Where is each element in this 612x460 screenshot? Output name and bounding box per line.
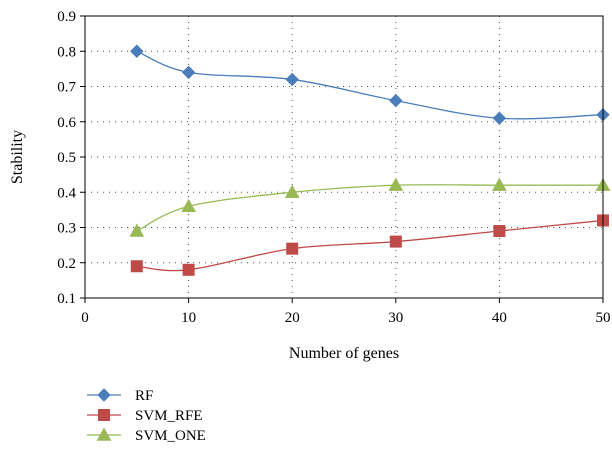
legend-marker-svm-rfe — [98, 409, 110, 421]
y-tick-label: 0.8 — [57, 44, 76, 60]
legend-label: SVM_RFE — [135, 408, 203, 424]
data-point-svm-rfe — [286, 242, 299, 255]
x-tick-label: 50 — [596, 310, 611, 326]
data-point-svm-rfe — [493, 225, 506, 238]
x-tick-label: 20 — [285, 310, 300, 326]
legend-label: RF — [135, 388, 153, 404]
y-tick-label: 0.7 — [57, 80, 76, 96]
series-line-svm-one — [136, 184, 603, 232]
legend-label: SVM_ONE — [135, 428, 206, 444]
y-tick-label: 0.1 — [57, 291, 76, 307]
series-layer — [129, 44, 611, 276]
y-tick-label: 0.2 — [57, 256, 76, 272]
data-point-rf — [285, 72, 299, 87]
legend-marker-rf — [97, 388, 111, 402]
legend-item-svm-rfe: SVM_RFE — [87, 408, 203, 424]
data-point-svm-rfe — [182, 263, 195, 276]
y-tick-label: 0.3 — [57, 221, 76, 237]
x-tick-label: 40 — [492, 310, 507, 326]
data-point-svm-rfe — [389, 235, 402, 248]
x-axis-label: Number of genes — [289, 345, 399, 362]
data-point-rf — [492, 111, 507, 125]
data-point-svm-one — [129, 223, 145, 237]
y-tick-label: 0.4 — [57, 185, 76, 201]
grid-lines — [85, 16, 603, 298]
legend-marker-svm-one — [96, 427, 112, 441]
series-svm-one — [129, 177, 611, 237]
data-point-rf — [130, 44, 144, 58]
x-tick-label: 0 — [81, 310, 89, 326]
y-tick-label: 0.9 — [57, 9, 76, 25]
data-point-rf — [389, 93, 403, 108]
data-point-svm-one — [388, 177, 404, 191]
legend-item-rf: RF — [87, 388, 153, 404]
y-tick-label: 0.6 — [57, 115, 76, 131]
data-point-svm-rfe — [130, 260, 143, 273]
data-point-svm-one — [181, 198, 196, 213]
axis-ticks: 0.1 0.2 0.3 0.4 0.5 0.6 0.7 0.8 0.9 0 10 20 30 40 50 — [57, 9, 610, 326]
y-tick-label: 0.5 — [57, 150, 76, 166]
series-line-svm-rfe — [136, 219, 604, 272]
data-point-svm-one — [284, 184, 300, 198]
series-rf — [130, 44, 610, 125]
x-tick-label: 10 — [181, 310, 196, 326]
x-tick-label: 30 — [388, 310, 403, 326]
data-point-rf — [181, 65, 196, 80]
legend-item-svm-one: SVM_ONE — [87, 427, 206, 444]
y-axis-label: Stability — [9, 130, 26, 184]
legend: RF SVM_RFE SVM_ONE — [87, 388, 206, 444]
data-point-svm-one — [492, 177, 507, 191]
series-line-rf — [136, 50, 604, 120]
series-svm-rfe — [130, 214, 609, 276]
